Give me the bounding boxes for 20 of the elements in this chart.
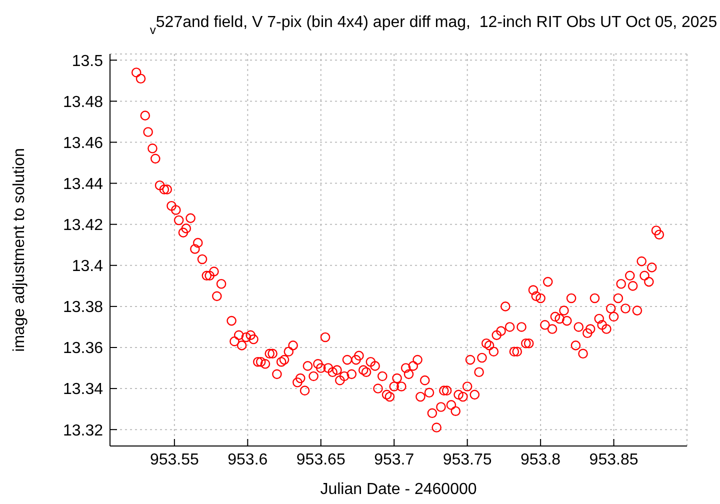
y-tick-label: 13.44 (62, 176, 104, 193)
x-axis-title: Julian Date - 2460000 (320, 481, 477, 498)
x-tick-label: 953.55 (150, 451, 200, 468)
y-tick-label: 13.5 (72, 52, 104, 70)
x-tick-label: 953.85 (589, 451, 638, 468)
y-tick-label: 13.38 (62, 299, 104, 316)
y-tick-label: 13.42 (62, 217, 104, 234)
x-tick-label: 953.8 (520, 451, 561, 468)
y-axis-title: image adjustment to solution (11, 148, 28, 352)
x-tick-label: 953.75 (442, 451, 492, 468)
x-tick-label: 953.6 (228, 451, 268, 468)
chart-title: $_{v}$527and field, V 7-pix (bin 4x4) aper diff mag, 12-inch RIT Obs UT Oct 05, 2025 (150, 14, 718, 37)
y-tick-label: 13.36 (62, 340, 104, 358)
y-tick-label: 13.46 (62, 134, 104, 152)
y-tick-label: 13.48 (62, 94, 104, 111)
y-tick-label: 13.32 (62, 422, 104, 440)
y-tick-label: 13.34 (62, 381, 104, 398)
x-tick-label: 953.7 (374, 451, 414, 468)
x-tick-label: 953.65 (296, 451, 346, 468)
y-tick-label: 13.4 (72, 258, 104, 276)
